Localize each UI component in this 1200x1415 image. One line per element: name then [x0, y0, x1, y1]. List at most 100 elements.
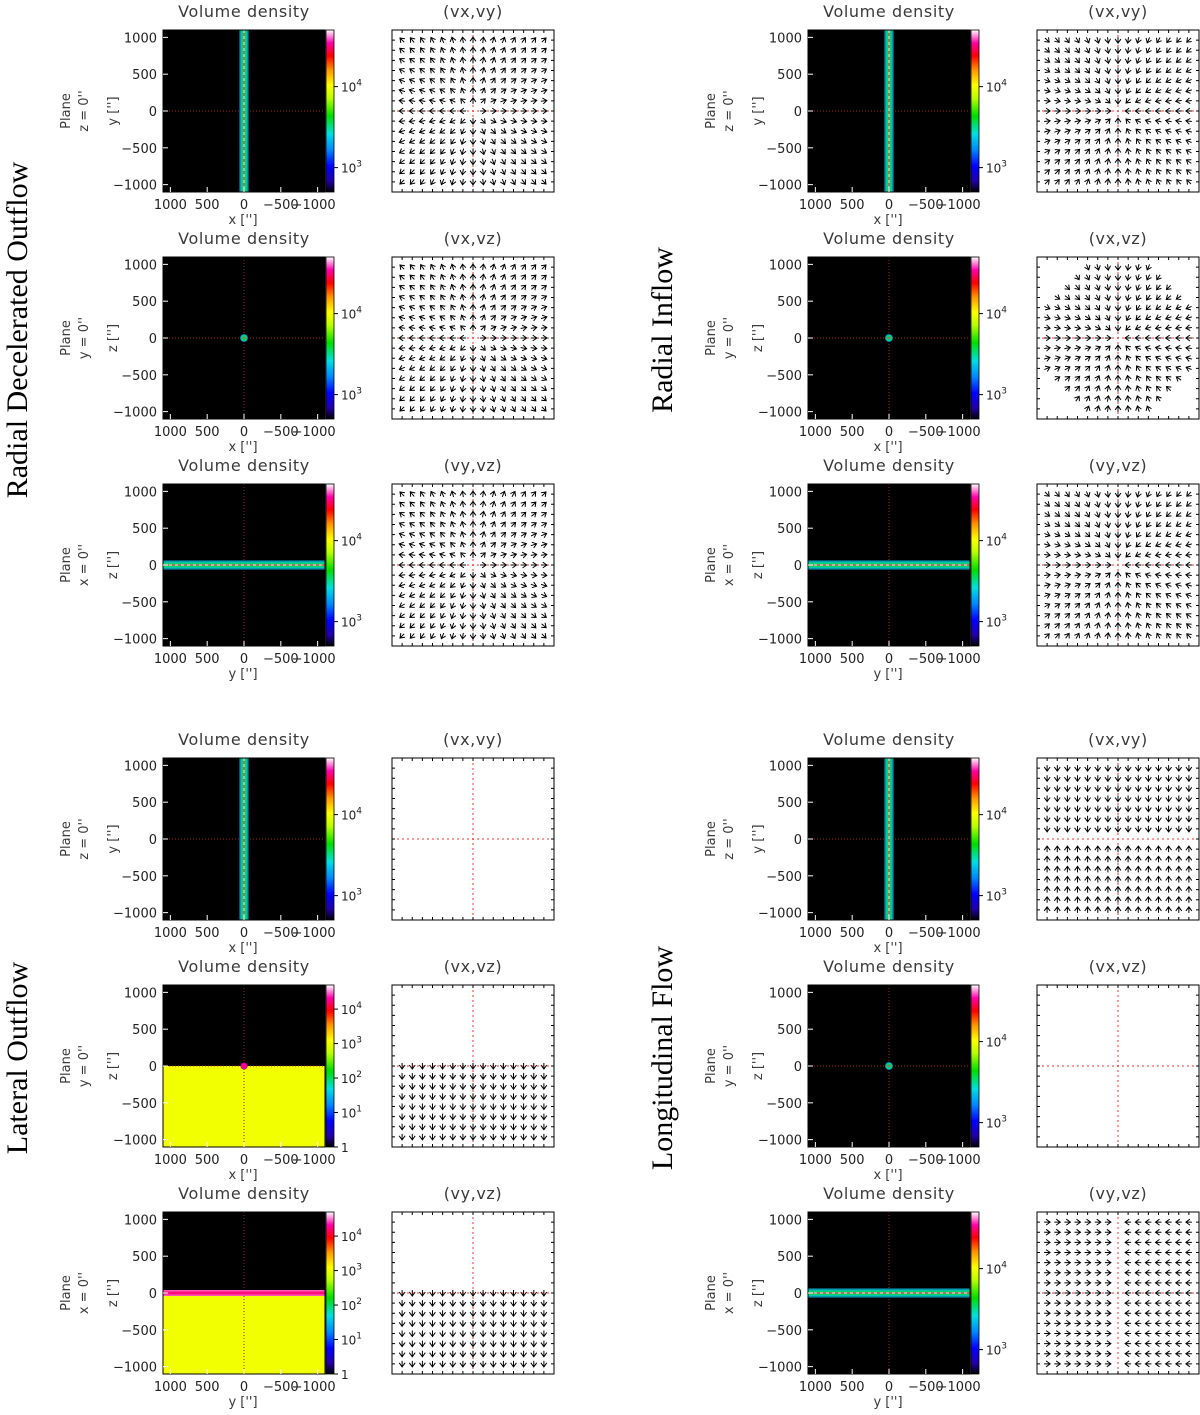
vector-arrow [489, 385, 497, 393]
vector-arrow [469, 1123, 477, 1131]
vector-arrow [1094, 855, 1102, 863]
vector-arrow [1175, 845, 1183, 853]
vector-arrow [500, 148, 506, 155]
vector-arrow [1044, 592, 1051, 599]
vector-arrow [510, 551, 518, 559]
vector-arrow [520, 602, 527, 608]
vector-arrow [1044, 1330, 1051, 1337]
vector-arrow [449, 1093, 457, 1101]
vector-arrow [1105, 118, 1111, 124]
vector-arrow [449, 87, 456, 94]
x-tick-label: 0 [885, 926, 893, 941]
vector-arrow [1175, 314, 1182, 321]
vector-arrow [499, 1133, 507, 1141]
vector-arrow [1064, 571, 1072, 579]
vector-arrow [1084, 1228, 1092, 1236]
vector-arrow [510, 1330, 517, 1338]
vector-arrow [1185, 561, 1192, 569]
vector-arrow [1114, 167, 1122, 175]
vector-arrow [1104, 815, 1112, 823]
vector-arrow [1104, 1218, 1112, 1226]
vector-arrow [541, 395, 547, 402]
vector-arrow [500, 375, 506, 382]
vector-arrow [1064, 284, 1071, 291]
vector-arrow [450, 602, 457, 609]
vector-arrow [408, 1360, 416, 1368]
vector-arrow [1154, 1289, 1162, 1297]
vector-arrow [489, 168, 497, 176]
vector-arrow [1185, 1259, 1192, 1266]
vector-arrow [1043, 906, 1051, 913]
vector-arrow [1165, 805, 1172, 813]
vector-arrow [520, 541, 528, 549]
vector-arrow [489, 1123, 497, 1131]
vector-arrow [1135, 385, 1142, 392]
vector-arrow [1165, 541, 1172, 548]
vector-arrow [489, 1360, 497, 1368]
vector-arrow [398, 1113, 406, 1121]
vector-arrow [1134, 1320, 1142, 1327]
vector-arrow [1094, 501, 1101, 508]
vector-arrow [530, 1083, 538, 1091]
vector-arrow [420, 37, 426, 43]
colorbar-tick-label: 103 [341, 160, 362, 176]
vector-arrow [520, 551, 528, 559]
vector-arrow [398, 1123, 406, 1131]
vector-arrow [1134, 1279, 1142, 1287]
vector-arrow [1094, 1330, 1102, 1337]
vector-arrow [1094, 405, 1101, 412]
vector-arrow [418, 344, 426, 352]
vector-arrow [1164, 571, 1172, 579]
colorbar-tick-label: 104 [341, 1228, 362, 1244]
vector-arrow [510, 511, 516, 518]
vector-arrow [449, 1063, 457, 1070]
vector-arrow [500, 284, 506, 291]
vector-arrow [439, 263, 446, 271]
vector-arrow [480, 107, 487, 115]
vector-arrow [479, 263, 487, 271]
density-lower-fill [163, 1066, 325, 1147]
vector-arrow [1134, 1340, 1142, 1347]
vector-arrow [1135, 158, 1142, 165]
y-tick-label: 1000 [769, 485, 802, 500]
vector-arrow [1156, 284, 1162, 291]
vector-arrow [459, 592, 467, 600]
vector-arrow [459, 1103, 467, 1111]
vector-arrow [459, 76, 467, 84]
vector-arrow [1094, 87, 1101, 94]
quadrant-title: Radial Inflow [646, 247, 679, 413]
vector-arrow [510, 344, 518, 352]
vector-arrow [1074, 511, 1080, 518]
vector-arrow [1104, 581, 1111, 589]
vector-arrow [1156, 632, 1162, 639]
vector-arrow [1063, 885, 1071, 893]
vector-arrow [510, 305, 517, 311]
vector-arrow [408, 78, 416, 84]
vector-arrow [1154, 572, 1162, 579]
vector-arrow [1135, 395, 1142, 402]
vector-arrow [479, 76, 487, 84]
vector-arrow [429, 127, 436, 134]
vector-arrow [540, 1103, 548, 1111]
vector-arrow [449, 1113, 457, 1121]
vector-arrow [1074, 875, 1081, 883]
vector-arrow [490, 334, 498, 342]
vector-arrow [1094, 572, 1102, 579]
vector-arrow [530, 491, 537, 497]
vector-arrow [1125, 364, 1132, 372]
vector-arrow [469, 168, 477, 176]
vector-arrow [500, 88, 507, 94]
vector-arrow [1156, 57, 1162, 64]
plane-label: Plane [704, 93, 719, 129]
vector-arrow [1084, 395, 1091, 402]
vector-arrow [1134, 1289, 1142, 1297]
vector-arrow [530, 324, 538, 332]
vector-arrow [1084, 87, 1091, 94]
vector-arrow [1144, 334, 1152, 342]
vector-arrow [448, 334, 456, 342]
vector-arrow [479, 1093, 487, 1101]
vector-arrow [449, 283, 457, 291]
vector-arrow [460, 128, 467, 135]
vector-arrow [1175, 77, 1182, 84]
